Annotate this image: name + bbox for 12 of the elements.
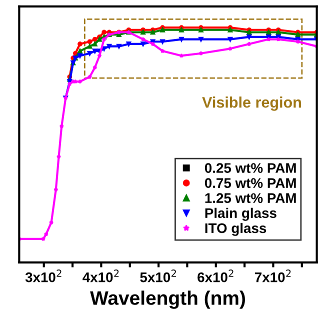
x-tick-label: 3x10$^{2}$ (25, 270, 62, 282)
legend-label: 1.25 wt% PAM (205, 193, 296, 203)
annotation: Visible region (202, 96, 301, 111)
x-tick-label: 7x10$^{2}$ (255, 270, 291, 282)
x-axis-title: Wavelength (nm) (90, 290, 245, 309)
x-tick-label: 6x10$^{2}$ (198, 270, 234, 282)
x-tick-label: 5x10$^{2}$ (140, 270, 176, 282)
legend-label: ITO glass (205, 222, 266, 236)
legend-label: 0.75 wt% PAM (204, 178, 296, 188)
legend-label: 0.25 wt% PAM (204, 163, 296, 173)
legend-label: Plain glass (205, 208, 276, 221)
x-tick-label: 4x10$^{2}$ (82, 270, 119, 282)
